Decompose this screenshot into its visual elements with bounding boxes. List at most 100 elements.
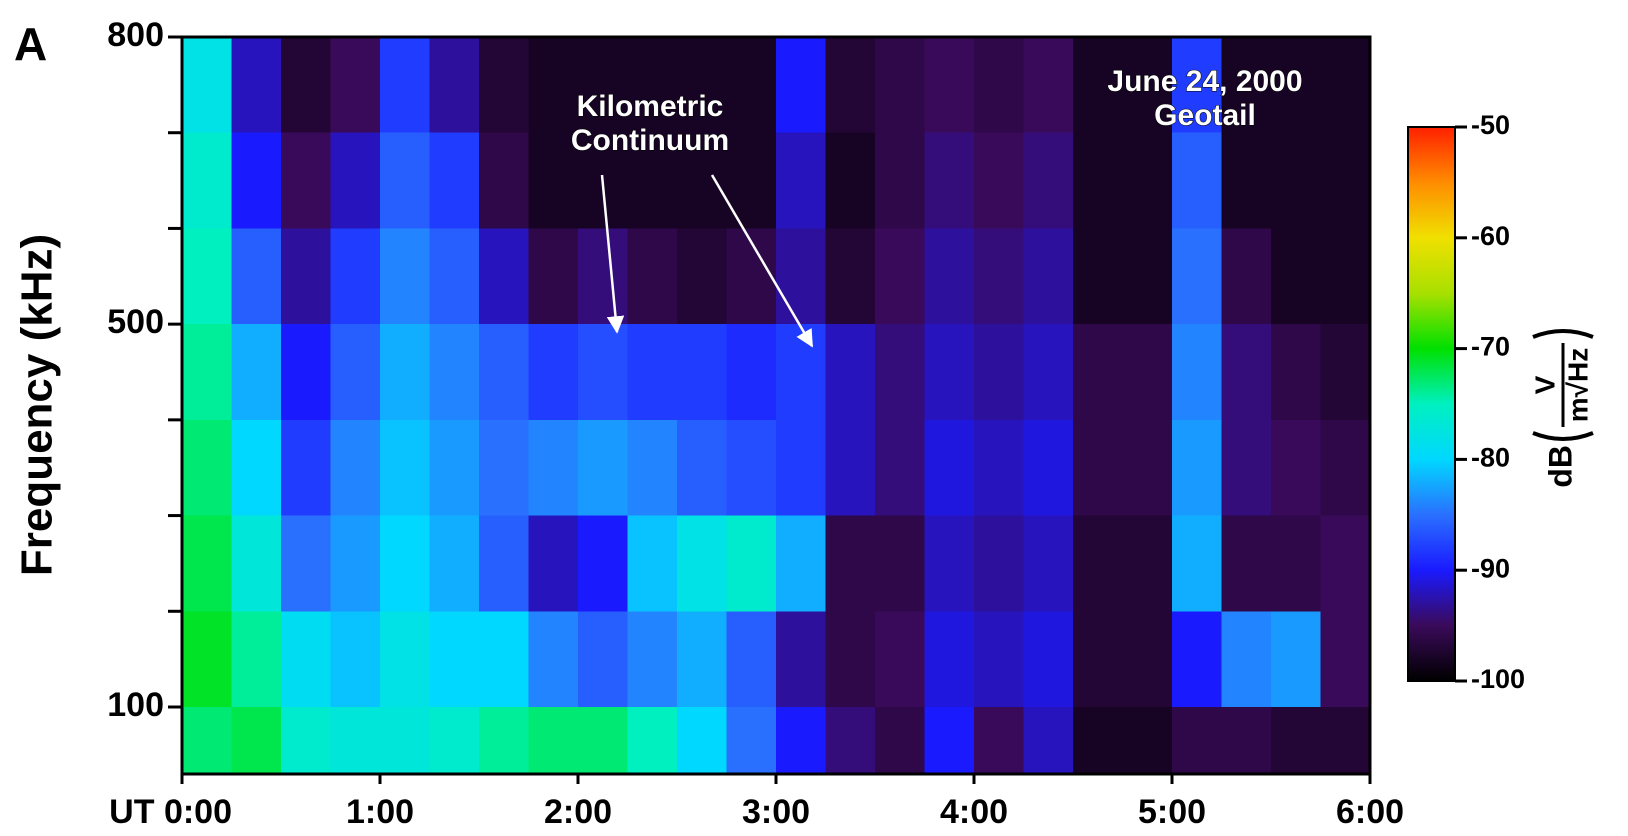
cell bbox=[628, 516, 678, 612]
cell bbox=[182, 611, 232, 707]
cell bbox=[529, 707, 579, 775]
colorbar-tick-label: -100 bbox=[1471, 664, 1525, 694]
cell bbox=[331, 133, 381, 229]
cell bbox=[281, 324, 331, 420]
cell bbox=[1024, 324, 1074, 420]
cell bbox=[875, 324, 925, 420]
colorbar-label-numerator: V bbox=[1529, 375, 1560, 394]
cell bbox=[1222, 324, 1272, 420]
cell bbox=[677, 516, 727, 612]
cell bbox=[529, 228, 579, 324]
cell bbox=[628, 420, 678, 516]
cell bbox=[1222, 420, 1272, 516]
cell bbox=[727, 707, 777, 775]
cell bbox=[479, 707, 529, 775]
cell bbox=[182, 420, 232, 516]
cell bbox=[479, 228, 529, 324]
cell bbox=[1073, 420, 1123, 516]
cell bbox=[776, 707, 826, 775]
cell bbox=[677, 707, 727, 775]
annotation: Geotail bbox=[1154, 99, 1256, 132]
cell bbox=[1222, 516, 1272, 612]
cell bbox=[430, 611, 480, 707]
cell bbox=[578, 420, 628, 516]
cell bbox=[1024, 516, 1074, 612]
cell bbox=[331, 611, 381, 707]
cell bbox=[727, 420, 777, 516]
cell bbox=[925, 611, 975, 707]
cell bbox=[1321, 133, 1371, 229]
cell bbox=[578, 228, 628, 324]
cell bbox=[1073, 324, 1123, 420]
annotation: Kilometric bbox=[577, 90, 724, 123]
cell bbox=[974, 420, 1024, 516]
cell bbox=[1073, 228, 1123, 324]
cell bbox=[1271, 707, 1321, 775]
cell bbox=[1271, 324, 1321, 420]
cell bbox=[1271, 420, 1321, 516]
cell bbox=[182, 37, 232, 133]
cell bbox=[529, 420, 579, 516]
cell bbox=[1024, 611, 1074, 707]
cell bbox=[380, 516, 430, 612]
cell bbox=[925, 324, 975, 420]
cell bbox=[875, 420, 925, 516]
cell bbox=[331, 707, 381, 775]
cell bbox=[430, 228, 480, 324]
cell bbox=[776, 37, 826, 133]
cell bbox=[430, 324, 480, 420]
x-tick-label: 5:00 bbox=[1138, 793, 1206, 831]
cell bbox=[430, 133, 480, 229]
x-tick-label: 4:00 bbox=[940, 793, 1008, 831]
cell bbox=[182, 516, 232, 612]
cell bbox=[925, 420, 975, 516]
cell bbox=[1123, 707, 1173, 775]
cell bbox=[1321, 420, 1371, 516]
cell bbox=[628, 228, 678, 324]
cell bbox=[727, 611, 777, 707]
cell bbox=[677, 228, 727, 324]
cell bbox=[430, 37, 480, 133]
cell bbox=[974, 324, 1024, 420]
cell bbox=[974, 707, 1024, 775]
cell bbox=[776, 611, 826, 707]
colorbar-label: dB V m√Hz bbox=[1529, 331, 1593, 488]
cell bbox=[1123, 228, 1173, 324]
cell bbox=[232, 133, 282, 229]
cell bbox=[232, 707, 282, 775]
cell bbox=[1024, 707, 1074, 775]
y-tick-label: 100 bbox=[107, 686, 164, 724]
cell bbox=[331, 324, 381, 420]
cell bbox=[677, 611, 727, 707]
cell bbox=[826, 611, 876, 707]
cell bbox=[380, 420, 430, 516]
cell bbox=[1172, 133, 1222, 229]
cell bbox=[578, 611, 628, 707]
cell bbox=[331, 420, 381, 516]
cell bbox=[479, 420, 529, 516]
x-tick-label: 3:00 bbox=[742, 793, 810, 831]
spectrogram bbox=[182, 37, 1371, 775]
cell bbox=[826, 420, 876, 516]
cell bbox=[875, 133, 925, 229]
x-tick-label: 1:00 bbox=[346, 793, 414, 831]
cell bbox=[1073, 133, 1123, 229]
x-tick-label: 2:00 bbox=[544, 793, 612, 831]
cell bbox=[826, 133, 876, 229]
cell bbox=[380, 37, 430, 133]
cell bbox=[232, 516, 282, 612]
cell bbox=[875, 37, 925, 133]
cell bbox=[1321, 516, 1371, 612]
cell bbox=[232, 611, 282, 707]
cell bbox=[875, 516, 925, 612]
cell bbox=[1172, 324, 1222, 420]
y-axis-label: Frequency (kHz) bbox=[13, 234, 62, 576]
cell bbox=[479, 324, 529, 420]
cell bbox=[1024, 228, 1074, 324]
colorbar-label-denominator: m√Hz bbox=[1562, 348, 1593, 422]
cell bbox=[1321, 37, 1371, 133]
cell bbox=[925, 516, 975, 612]
cell bbox=[430, 707, 480, 775]
cell bbox=[182, 133, 232, 229]
cell bbox=[826, 228, 876, 324]
